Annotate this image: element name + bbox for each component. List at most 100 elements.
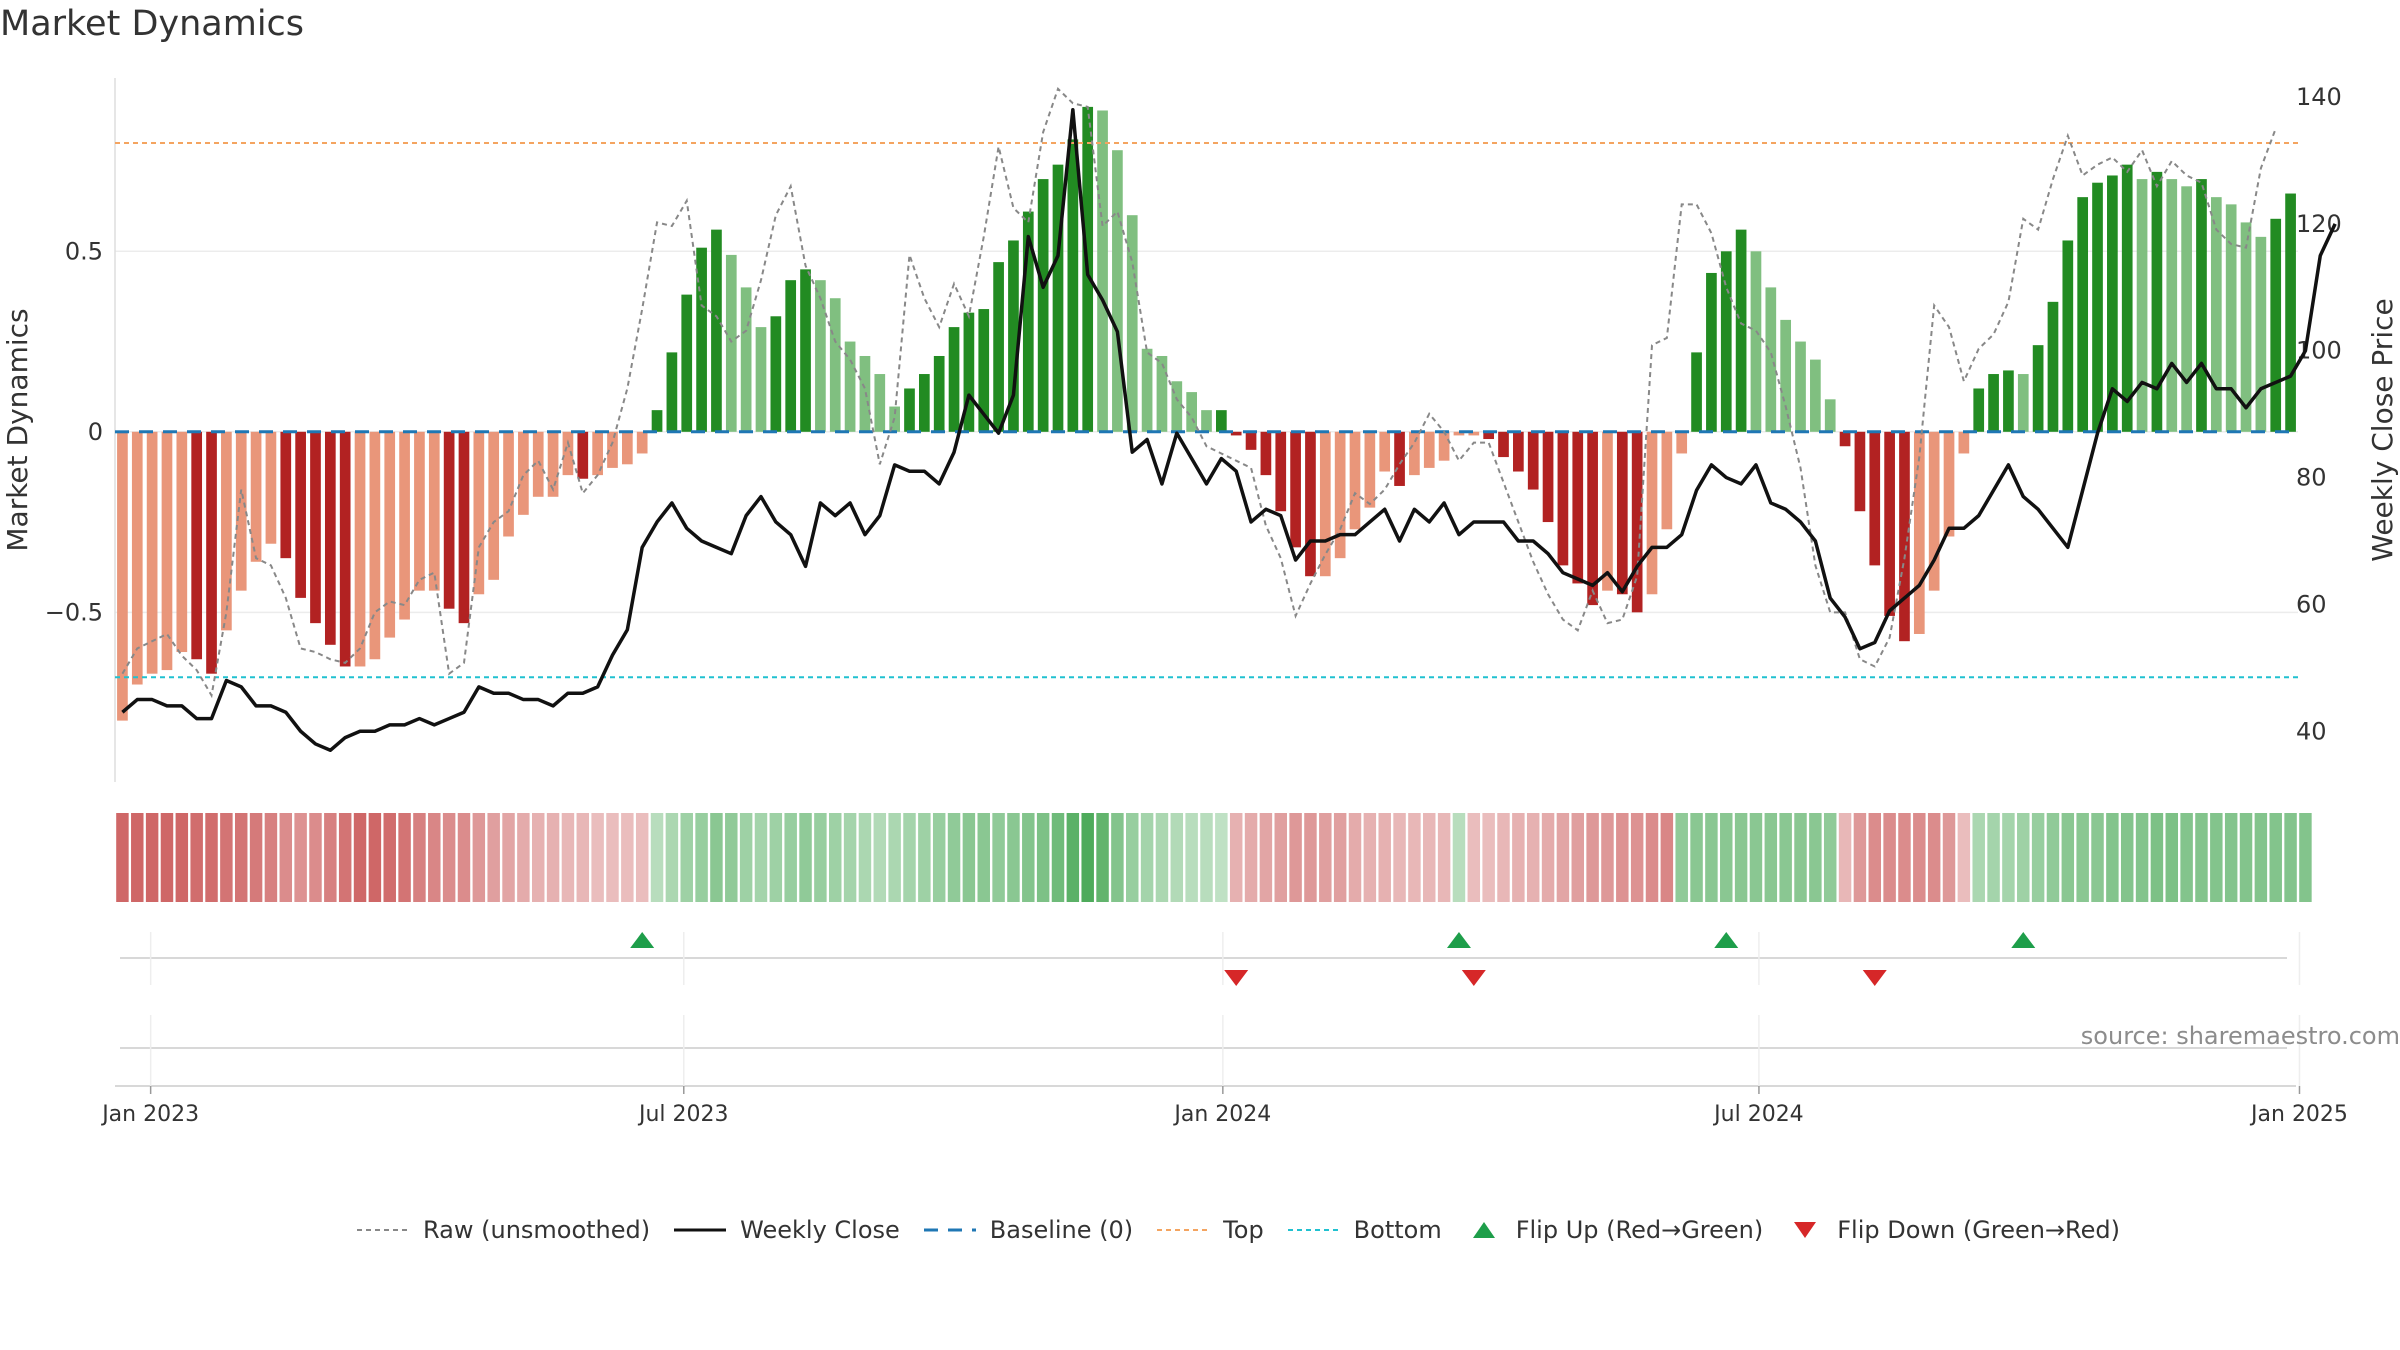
bar (2240, 222, 2252, 432)
strip-cell (487, 813, 500, 902)
strip-cell (2135, 813, 2149, 902)
strip-cell (1913, 813, 1926, 902)
bar (1943, 431, 1955, 537)
strip-cell (561, 813, 575, 902)
bar (681, 294, 693, 432)
bar (399, 431, 410, 620)
legend-item-bottom: Bottom (1286, 1216, 1442, 1244)
strip-cell (1809, 813, 1822, 902)
bar (1037, 179, 1049, 432)
strip-cell (398, 813, 411, 902)
strip-cell (1215, 813, 1228, 902)
strip-cell (1022, 813, 1035, 902)
bar (1201, 410, 1212, 432)
source-label: source: sharemaestro.com (2080, 1022, 2400, 1050)
weekly-close-series (121, 107, 2337, 753)
flip-up-triangle-icon (1472, 1222, 1495, 1238)
flip-down-marker (1224, 970, 1249, 986)
regime-strip (116, 813, 2312, 902)
bar (948, 327, 960, 432)
bar (1587, 431, 1598, 606)
strip-cell (428, 813, 441, 902)
bar (265, 431, 277, 544)
legend-label-baseline: Baseline (0) (989, 1216, 1134, 1244)
strip-cell (1467, 813, 1481, 902)
strip-cell (606, 813, 619, 902)
bar (711, 229, 722, 432)
strip-cell (457, 813, 471, 902)
flip-down-marker (1862, 970, 1887, 986)
strip-cell (918, 813, 931, 902)
strip-cell (294, 813, 307, 902)
strip-cell (932, 813, 946, 902)
strip-cell (635, 813, 649, 902)
bar (1305, 431, 1316, 577)
bar (2032, 345, 2044, 432)
strip-cell (992, 813, 1005, 902)
strip-cell (2061, 813, 2075, 902)
legend-item-raw: Raw (unsmoothed) (355, 1216, 650, 1244)
bar (770, 316, 782, 432)
bar (1602, 431, 1613, 591)
bar (859, 355, 871, 432)
bar (1854, 431, 1866, 512)
strip-cell (1838, 813, 1852, 902)
strip-cell (1437, 813, 1451, 902)
strip-cell (725, 813, 738, 902)
legend: Raw (unsmoothed) Weekly Close Baseline (… (355, 1216, 2142, 1244)
strip-cell (665, 813, 679, 902)
bar (1513, 431, 1524, 472)
legend-label-flip-up: Flip Up (Red→Green) (1515, 1216, 1764, 1244)
x-tick-label: Jul 2024 (1712, 1102, 1804, 1127)
strip-cell (1378, 813, 1391, 902)
strip-cell (1586, 813, 1599, 902)
strip-cell (1333, 813, 1347, 902)
bar (473, 431, 485, 595)
bar (2285, 193, 2296, 432)
bar (547, 431, 559, 497)
strip-cell (546, 813, 560, 902)
strip-cell (1972, 813, 1985, 902)
flip-down-triangle-icon (1794, 1222, 1817, 1238)
bar (2225, 204, 2237, 432)
flip-up-marker (2011, 932, 2036, 948)
bar (295, 431, 306, 598)
strip-cell (799, 813, 812, 902)
bar (1141, 348, 1153, 432)
y-tick-label: −0.5 (45, 598, 103, 626)
bar (1572, 431, 1584, 584)
bar (2077, 197, 2089, 432)
strip-cell (1452, 813, 1466, 902)
strip-cell (442, 813, 456, 902)
raw-line (121, 87, 2277, 699)
bar (785, 280, 797, 432)
bar (1022, 211, 1034, 432)
strip-cell (1823, 813, 1837, 902)
bar (339, 431, 351, 667)
bar (1795, 341, 1806, 432)
legend-label-close: Weekly Close (740, 1216, 900, 1244)
bar (1884, 431, 1895, 616)
strip-cell (2195, 813, 2208, 902)
strip-cell (353, 813, 367, 902)
strip-cell (621, 813, 634, 902)
bar (1008, 240, 1019, 432)
strip-cell (1675, 813, 1688, 902)
strip-cell (1096, 813, 1109, 902)
legend-item-flip-down: Flip Down (Green→Red) (1785, 1216, 2120, 1244)
strip-cell (1289, 813, 1302, 902)
legend-label-raw: Raw (unsmoothed) (423, 1216, 651, 1244)
bar (310, 431, 321, 624)
bar (1156, 355, 1168, 432)
bar (1839, 431, 1851, 447)
legend-label-top: Top (1223, 1216, 1264, 1244)
strip-cell (1749, 813, 1763, 902)
bar (1319, 431, 1331, 577)
strip-cell (1794, 813, 1807, 902)
bar (1409, 431, 1420, 476)
strip-cell (1556, 813, 1570, 902)
bar (280, 431, 292, 559)
strip-cell (1066, 813, 1080, 902)
bar (1468, 431, 1480, 436)
